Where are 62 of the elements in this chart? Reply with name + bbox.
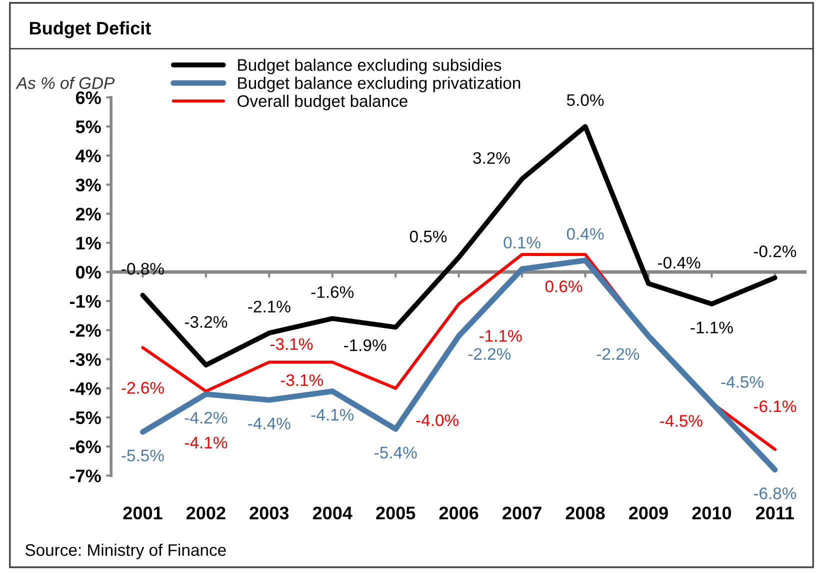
y-tick-label: -4%: [70, 382, 101, 395]
y-tick-label: -1%: [70, 295, 101, 308]
data-label: -0.4%: [658, 256, 700, 269]
data-label: 0.4%: [566, 228, 604, 240]
x-tick-label: 2008: [566, 506, 605, 520]
data-label: -2.2%: [596, 348, 640, 360]
y-tick-label: 2%: [76, 208, 101, 220]
data-label: -4.5%: [660, 415, 702, 427]
data-label: -5.5%: [122, 450, 164, 462]
data-label: -0.2%: [754, 245, 796, 258]
data-label: -4.2%: [184, 412, 228, 424]
x-tick-label: 2004: [312, 506, 352, 520]
x-tick-label: 2007: [502, 506, 542, 520]
data-label: -1.6%: [311, 286, 354, 298]
y-tick-label: -5%: [70, 411, 101, 424]
x-tick-label: 2009: [629, 506, 668, 520]
data-label: -4.1%: [311, 408, 354, 421]
x-tick-label: 2002: [186, 506, 226, 520]
data-label: -4.4%: [248, 418, 290, 430]
y-tick-label: 5%: [76, 120, 101, 134]
legend-label: Budget balance excluding subsidies: [238, 58, 502, 74]
y-tick-label: -7%: [70, 470, 101, 482]
data-label: 3.2%: [473, 152, 510, 164]
data-label: -4.1%: [184, 436, 228, 448]
legend-label: Overall budget balance: [238, 94, 408, 110]
y-tick-label: 1%: [76, 236, 101, 250]
data-label: -4.0%: [416, 414, 458, 426]
data-label: -2.1%: [248, 300, 290, 312]
x-tick-label: 2001: [123, 506, 162, 520]
data-label: -6.8%: [754, 487, 796, 500]
data-label: -3.1%: [270, 338, 313, 350]
y-tick-label: -6%: [70, 440, 101, 454]
y-tick-label: -2%: [70, 324, 101, 337]
x-tick-label: 2010: [692, 506, 732, 520]
data-label: -0.8%: [122, 262, 164, 275]
y-tick-label: 3%: [76, 178, 101, 192]
y-tick-label: 6%: [76, 91, 101, 104]
data-label: 5.0%: [566, 94, 604, 106]
data-label: -1.1%: [690, 322, 733, 334]
data-label: 0.6%: [545, 280, 582, 292]
data-label: 0.1%: [504, 236, 540, 249]
data-label: -3.2%: [184, 316, 228, 328]
y-tick-label: 0%: [76, 266, 101, 279]
x-tick-label: 2003: [250, 506, 289, 520]
chart-title: Budget Deficit: [30, 21, 151, 38]
x-tick-label: 2005: [376, 506, 416, 520]
data-label: -2.2%: [468, 348, 511, 360]
y-tick-label: -3%: [70, 353, 101, 366]
x-tick-label: 2006: [439, 506, 478, 520]
data-label: 0.5%: [410, 230, 447, 242]
data-label: -1.9%: [344, 339, 386, 352]
data-label: -6.1%: [754, 400, 796, 412]
y-axis-title: As % of GDP: [16, 76, 115, 89]
source-note: Source: Ministry of Finance: [25, 544, 226, 560]
data-label: -4.5%: [721, 376, 764, 388]
data-label: -5.4%: [374, 446, 417, 459]
x-tick-label: 2011: [756, 506, 794, 520]
data-label: -1.1%: [479, 330, 522, 342]
y-tick-label: 4%: [76, 150, 101, 162]
data-label: -2.6%: [122, 382, 164, 394]
data-label: -3.1%: [280, 374, 323, 386]
legend-label: Budget balance excluding privatization: [238, 76, 520, 92]
